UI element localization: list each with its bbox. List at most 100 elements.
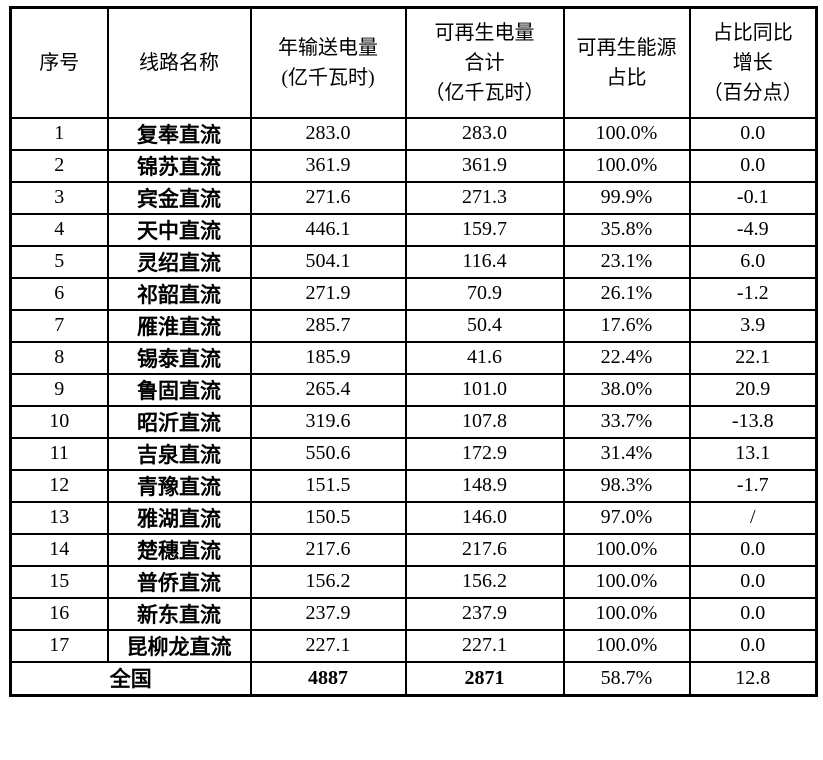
yoy-change-cell: 0.0 [688,564,818,599]
line-name-cell: 雅湖直流 [106,500,252,535]
header-renewable-volume: 可再生电量 合计 （亿千瓦时） [404,6,565,119]
renewable-volume-cell: 172.9 [404,436,565,471]
line-name-cell: 锡泰直流 [106,340,252,375]
seq-cell: 11 [9,436,109,471]
renewable-volume-cell: 271.3 [404,180,565,215]
renewable-share-cell: 17.6% [562,308,691,343]
seq-cell: 4 [9,212,109,247]
line-name-cell: 灵绍直流 [106,244,252,279]
line-name-cell: 昆柳龙直流 [106,628,252,663]
renewable-volume-cell: 283.0 [404,116,565,151]
renewable-share-cell: 22.4% [562,340,691,375]
yoy-change-cell: 0.0 [688,116,818,151]
renewable-volume-cell: 227.1 [404,628,565,663]
renewable-share-cell: 100.0% [562,596,691,631]
renewable-volume-cell: 41.6 [404,340,565,375]
yoy-change-cell: -1.7 [688,468,818,503]
table-row: 6 祁韶直流 271.9 70.9 26.1% -1.2 [9,276,818,311]
annual-volume-cell: 319.6 [249,404,407,439]
renewable-volume-cell: 159.7 [404,212,565,247]
renewable-share-cell: 33.7% [562,404,691,439]
line-name-cell: 宾金直流 [106,180,252,215]
yoy-change-cell: -1.2 [688,276,818,311]
total-yoy-cell: 12.8 [688,660,818,697]
total-annual-cell: 4887 [249,660,407,697]
seq-cell: 1 [9,116,109,151]
seq-cell: 12 [9,468,109,503]
annual-volume-cell: 271.9 [249,276,407,311]
header-row: 序号 线路名称 年输送电量 (亿千瓦时) 可再生电量 合计 （亿千瓦时） 可再生… [9,6,818,119]
renewable-volume-cell: 361.9 [404,148,565,183]
yoy-change-cell: 13.1 [688,436,818,471]
line-name-cell: 吉泉直流 [106,436,252,471]
annual-volume-cell: 156.2 [249,564,407,599]
annual-volume-cell: 550.6 [249,436,407,471]
renewable-share-cell: 100.0% [562,116,691,151]
renewable-volume-cell: 50.4 [404,308,565,343]
line-name-cell: 锦苏直流 [106,148,252,183]
seq-cell: 13 [9,500,109,535]
table-row: 15 普侨直流 156.2 156.2 100.0% 0.0 [9,564,818,599]
renewable-volume-cell: 70.9 [404,276,565,311]
yoy-change-cell: -0.1 [688,180,818,215]
renewable-share-cell: 26.1% [562,276,691,311]
annual-volume-cell: 446.1 [249,212,407,247]
table-row: 16 新东直流 237.9 237.9 100.0% 0.0 [9,596,818,631]
seq-cell: 3 [9,180,109,215]
annual-volume-cell: 227.1 [249,628,407,663]
renewable-share-cell: 100.0% [562,148,691,183]
seq-cell: 6 [9,276,109,311]
yoy-change-cell: -4.9 [688,212,818,247]
line-name-cell: 青豫直流 [106,468,252,503]
renewable-share-cell: 100.0% [562,564,691,599]
line-name-cell: 昭沂直流 [106,404,252,439]
renewable-volume-cell: 101.0 [404,372,565,407]
renewable-volume-cell: 156.2 [404,564,565,599]
renewable-share-cell: 38.0% [562,372,691,407]
header-line-name: 线路名称 [106,6,252,119]
annual-volume-cell: 271.6 [249,180,407,215]
total-renewable-cell: 2871 [404,660,565,697]
renewable-volume-cell: 107.8 [404,404,565,439]
seq-cell: 17 [9,628,109,663]
yoy-change-cell: 22.1 [688,340,818,375]
annual-volume-cell: 361.9 [249,148,407,183]
total-row: 全国 4887 2871 58.7% 12.8 [9,660,818,697]
renewable-share-cell: 99.9% [562,180,691,215]
table-row: 13 雅湖直流 150.5 146.0 97.0% / [9,500,818,535]
seq-cell: 9 [9,372,109,407]
renewable-share-cell: 35.8% [562,212,691,247]
seq-cell: 14 [9,532,109,567]
renewable-volume-cell: 146.0 [404,500,565,535]
table-footer: 全国 4887 2871 58.7% 12.8 [9,660,818,697]
header-seq: 序号 [9,6,109,119]
renewable-share-cell: 23.1% [562,244,691,279]
yoy-change-cell: 6.0 [688,244,818,279]
annual-volume-cell: 185.9 [249,340,407,375]
table-row: 5 灵绍直流 504.1 116.4 23.1% 6.0 [9,244,818,279]
total-share-cell: 58.7% [562,660,691,697]
annual-volume-cell: 265.4 [249,372,407,407]
line-name-cell: 天中直流 [106,212,252,247]
line-name-cell: 鲁固直流 [106,372,252,407]
table-row: 3 宾金直流 271.6 271.3 99.9% -0.1 [9,180,818,215]
renewable-share-cell: 98.3% [562,468,691,503]
renewable-volume-cell: 237.9 [404,596,565,631]
renewable-volume-cell: 217.6 [404,532,565,567]
line-name-cell: 复奉直流 [106,116,252,151]
line-name-cell: 楚穗直流 [106,532,252,567]
table-row: 4 天中直流 446.1 159.7 35.8% -4.9 [9,212,818,247]
yoy-change-cell: 0.0 [688,628,818,663]
line-name-cell: 雁淮直流 [106,308,252,343]
renewable-share-cell: 100.0% [562,532,691,567]
yoy-change-cell: -13.8 [688,404,818,439]
seq-cell: 10 [9,404,109,439]
table-header: 序号 线路名称 年输送电量 (亿千瓦时) 可再生电量 合计 （亿千瓦时） 可再生… [9,6,818,119]
annual-volume-cell: 237.9 [249,596,407,631]
seq-cell: 16 [9,596,109,631]
table-row: 7 雁淮直流 285.7 50.4 17.6% 3.9 [9,308,818,343]
yoy-change-cell: 3.9 [688,308,818,343]
renewable-share-cell: 100.0% [562,628,691,663]
annual-volume-cell: 283.0 [249,116,407,151]
